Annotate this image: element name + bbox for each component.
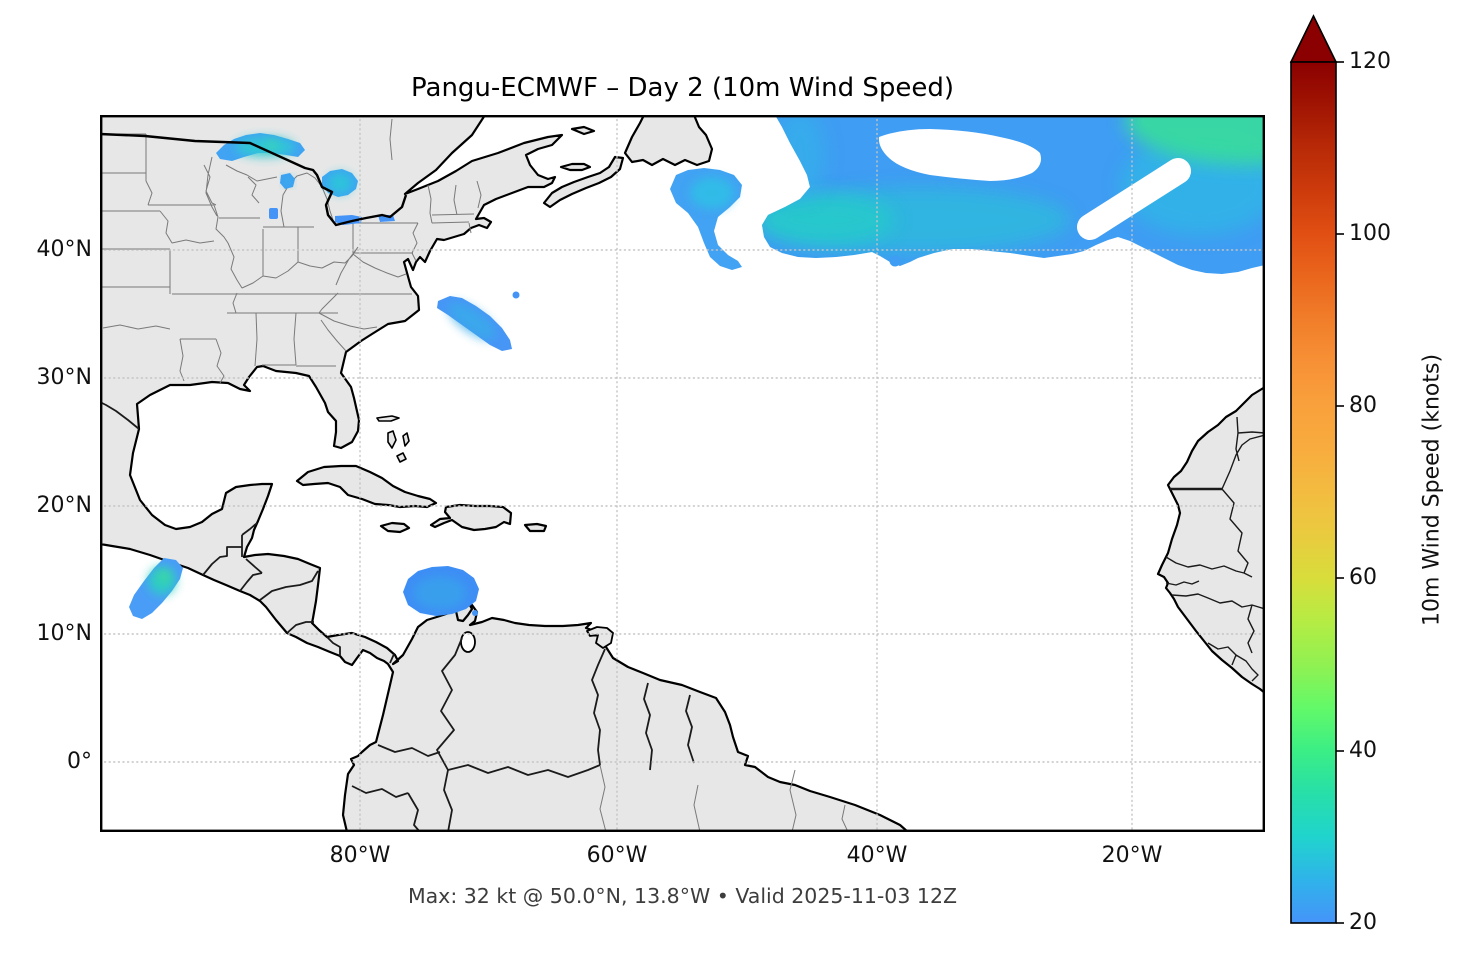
borders-west-africa [1165,416,1265,682]
figure-caption: Max: 32 kt @ 50.0°N, 13.8°W • Valid 2025… [407,884,958,908]
wind-dot-carolina [512,291,520,299]
anticosti-island [570,125,596,136]
colorbar-axis-label-wrap: 10m Wind Speed (knots) [1407,0,1457,969]
nova-scotia [542,155,625,209]
colorbar [1289,14,1344,924]
y-tick-30n: 30°N [36,365,92,390]
jamaica [379,521,411,534]
colorbar-tick-80: 80 [1349,393,1377,418]
colorbar-tick-60: 60 [1349,565,1377,590]
colorbar-tick-40: 40 [1349,738,1377,763]
colorbar-tick-marks [1336,61,1344,924]
colorbar-tick-100: 100 [1349,221,1391,246]
colorbar-tick-20: 20 [1349,910,1377,935]
border-us-mexico [100,401,140,430]
trinidad [586,626,614,649]
colorbar-extend-arrow [1289,14,1338,63]
y-tick-20n: 20°N [36,493,92,518]
map-canvas [100,115,1265,832]
figure-title: Pangu-ECMWF – Day 2 (10m Wind Speed) [411,73,954,103]
wind-dot-caribbean [472,610,478,616]
colorbar-gradient [1290,61,1337,924]
y-tick-40n: 40°N [36,237,92,262]
x-tick-20w: 20°W [1101,843,1163,868]
x-tick-80w: 80°W [329,843,391,868]
puerto-rico [523,522,548,533]
y-tick-10n: 10°N [36,621,92,646]
borders-south-america [351,637,695,832]
band-hole [878,129,1041,181]
hispaniola [429,503,513,532]
lake-maracaibo [460,631,476,653]
wind-dot-atlantic [889,255,901,267]
colorbar-axis-label: 10m Wind Speed (knots) [1419,353,1445,627]
y-tick-0: 0° [67,749,92,774]
west-africa [1156,385,1265,695]
graticule [100,115,1265,832]
pei-island [559,162,592,172]
map-frame [100,115,1265,832]
x-tick-60w: 60°W [586,843,648,868]
cuba [295,464,438,509]
border-us-canada [100,132,408,227]
newfoundland [623,115,714,167]
wind-dot-lake-michigan [269,208,278,219]
colorbar-tick-120: 120 [1349,49,1391,74]
x-tick-40w: 40°W [846,843,908,868]
bahamas [376,415,410,463]
country-borders [100,132,1265,832]
borders-central-america [202,522,395,664]
band-slash-hole [1077,158,1191,240]
